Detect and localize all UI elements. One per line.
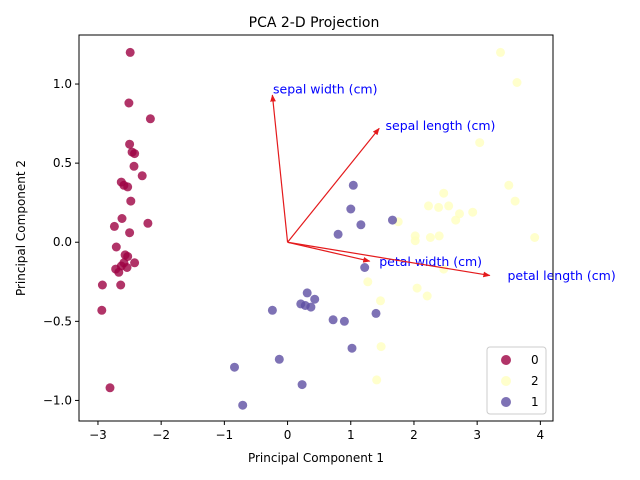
plot-frame	[78, 34, 554, 422]
data-point-series-1-5	[360, 263, 370, 272]
y-tick-label-2: 0.0	[53, 235, 72, 249]
data-point-series-0-5	[130, 149, 140, 159]
loading-label-0: sepal width (cm)	[273, 82, 377, 97]
x-tick-label-7: 4	[537, 428, 545, 442]
data-point-series-0-3	[125, 139, 135, 149]
data-point-series-0-22	[130, 258, 140, 268]
x-tick-label-4: 1	[347, 428, 355, 442]
data-point-series-1-3	[388, 215, 397, 225]
data-point-series-2-23	[376, 342, 386, 352]
data-point-series-0-24	[114, 267, 124, 277]
data-point-series-2-0	[496, 47, 505, 57]
data-point-series-0-7	[137, 171, 147, 181]
legend-label-2: 2	[531, 374, 539, 388]
legend-marker-0	[501, 355, 511, 365]
x-tick-label-5: 2	[410, 428, 418, 442]
loading-label-3: petal length (cm)	[507, 268, 615, 283]
data-point-series-2-6	[434, 202, 444, 212]
data-point-series-2-16	[434, 231, 444, 241]
data-point-series-0-14	[109, 221, 119, 231]
x-tick-label-3: 0	[284, 428, 292, 442]
data-point-series-2-18	[439, 264, 449, 274]
loading-label-2: petal width (cm)	[379, 254, 482, 269]
data-point-series-2-14	[410, 236, 420, 246]
x-tick-label-1: −2	[152, 428, 170, 442]
legend-box	[486, 346, 547, 415]
y-tick-label-4: 1.0	[53, 77, 72, 91]
data-point-series-0-28	[105, 383, 115, 393]
data-point-series-2-3	[504, 180, 514, 190]
data-point-series-1-1	[346, 204, 356, 214]
data-point-series-0-27	[97, 305, 107, 315]
data-point-series-2-17	[530, 233, 540, 242]
data-point-series-2-19	[363, 277, 373, 287]
data-point-series-2-4	[510, 196, 520, 206]
loading-label-1: sepal length (cm)	[386, 118, 496, 133]
data-point-series-2-10	[455, 209, 464, 219]
data-point-series-0-13	[143, 218, 153, 228]
data-point-series-0-25	[116, 280, 126, 290]
data-point-series-2-15	[425, 233, 435, 242]
data-point-series-1-10	[306, 302, 316, 312]
x-tick-label-6: 3	[473, 428, 481, 442]
legend-marker-2	[501, 376, 511, 386]
data-point-series-1-4	[333, 229, 343, 239]
data-point-series-2-11	[468, 207, 478, 217]
data-point-series-1-7	[310, 294, 320, 304]
loading-arrow-3	[287, 241, 491, 278]
data-point-series-0-26	[97, 280, 107, 290]
data-point-series-2-2	[475, 138, 485, 148]
data-point-series-0-2	[145, 114, 155, 124]
data-point-series-1-6	[302, 288, 312, 298]
x-tick-label-0: −3	[89, 428, 107, 442]
data-point-series-1-18	[297, 380, 307, 390]
data-point-series-2-21	[422, 291, 432, 301]
data-point-series-0-6	[129, 161, 139, 171]
data-point-series-2-8	[424, 201, 433, 211]
data-point-series-0-12	[117, 214, 127, 223]
data-point-series-0-15	[125, 228, 135, 238]
data-point-series-1-2	[356, 220, 366, 230]
plot-area: sepal width (cm) sepal length (cm) petal w…	[97, 47, 616, 410]
loading-arrow-2	[287, 241, 371, 263]
chart-title: PCA 2-D Projection	[249, 15, 380, 31]
data-point-series-0-16	[111, 242, 121, 252]
loading-arrow-0	[270, 94, 289, 243]
y-axis-title: Principal Component 2	[14, 160, 28, 296]
data-point-series-2-5	[439, 188, 449, 198]
y-tick-label-1: −0.5	[43, 314, 72, 328]
data-point-series-1-19	[238, 400, 248, 410]
x-tick-label-2: −1	[216, 428, 234, 442]
data-point-series-1-0	[348, 180, 358, 190]
legend: 0 2 1	[486, 346, 547, 415]
data-point-series-2-22	[376, 296, 385, 306]
legend-label-1: 1	[531, 395, 539, 409]
data-point-series-0-10	[123, 182, 133, 192]
data-point-series-2-7	[444, 201, 454, 211]
data-point-series-1-11	[267, 305, 277, 315]
data-point-series-2-24	[372, 375, 382, 385]
y-tick-label-0: −1.0	[43, 393, 72, 407]
data-point-series-0-11	[126, 196, 136, 206]
y-tick-label-3: 0.5	[53, 156, 72, 170]
data-point-series-1-15	[347, 343, 357, 353]
data-point-series-2-20	[412, 283, 422, 293]
data-point-series-0-21	[122, 263, 132, 272]
data-point-series-1-17	[230, 362, 239, 372]
data-point-series-0-0	[125, 47, 135, 57]
data-point-series-1-16	[274, 354, 284, 364]
legend-label-0: 0	[531, 353, 539, 367]
data-point-series-1-14	[371, 308, 381, 318]
x-axis-title: Principal Component 1	[248, 451, 384, 465]
data-point-series-1-13	[339, 316, 349, 326]
data-point-series-1-12	[328, 315, 338, 325]
data-point-series-0-1	[124, 98, 134, 108]
data-point-series-2-1	[512, 78, 522, 87]
legend-marker-1	[501, 397, 511, 407]
loading-arrow-1	[287, 127, 380, 243]
axis-ticks: −3 −2 −1 0 1 2 3 4 −1.0 −0.5 0.0 0.5 1.0	[43, 77, 544, 442]
